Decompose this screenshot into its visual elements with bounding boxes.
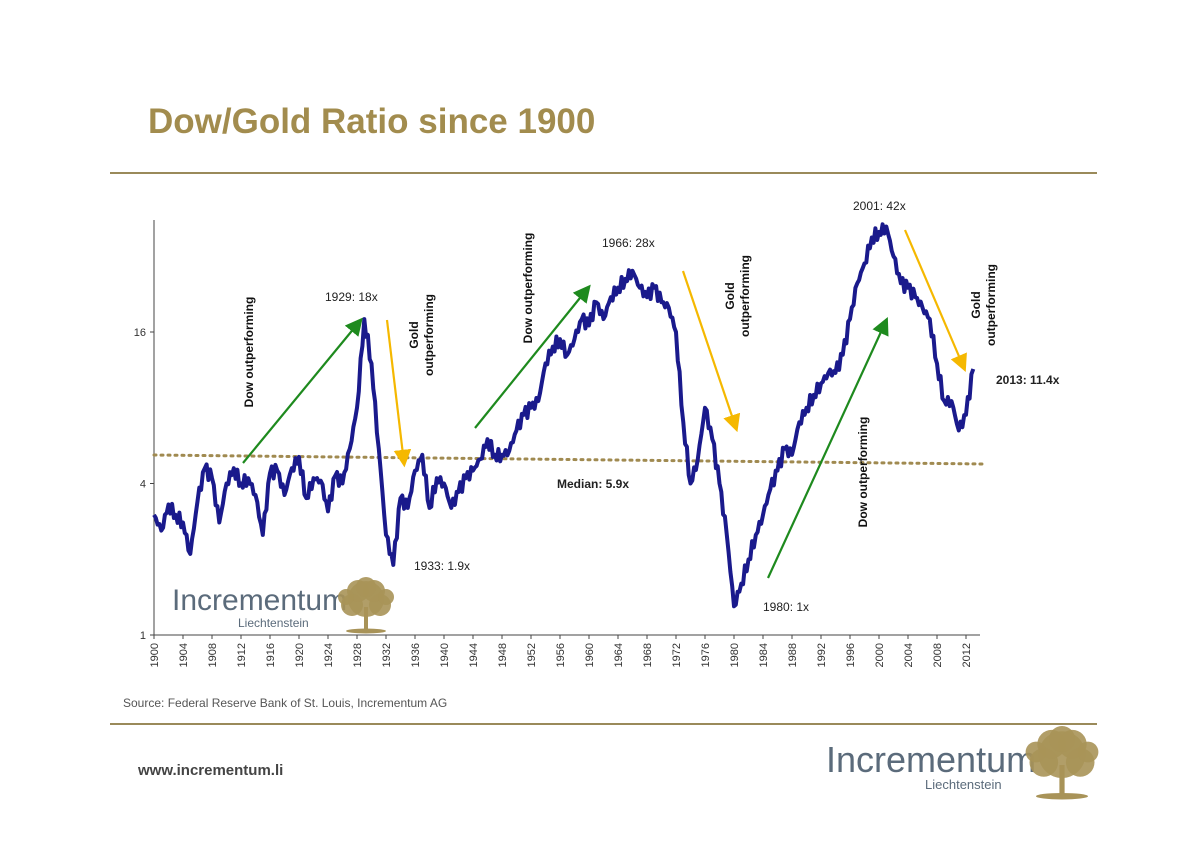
footer-logo-sub: Liechtenstein — [925, 777, 1002, 792]
chart-logo-sub: Liechtenstein — [238, 616, 309, 630]
footer-logo-name: Incrementum — [826, 739, 1036, 780]
x-tick-label: 1996 — [845, 643, 857, 667]
phase-label-gold-3b: outperforming — [984, 264, 998, 346]
bottom-divider — [110, 723, 1097, 725]
x-tick-label: 1904 — [178, 643, 190, 667]
phase-label-gold-1b: outperforming — [422, 294, 436, 376]
x-tick-label: 1908 — [207, 643, 219, 667]
x-tick-label: 1964 — [613, 643, 625, 667]
x-tick-label: 1968 — [642, 643, 654, 667]
annotation-1933: 1933: 1.9x — [414, 559, 470, 573]
phase-label-dow-1: Dow outperforming — [242, 297, 256, 408]
median-line — [152, 453, 987, 466]
y-tick-label: 1 — [140, 630, 146, 642]
footer-logo: Incrementum Liechtenstein — [826, 726, 1099, 800]
down-arrow-2 — [681, 270, 741, 433]
annotation-1966: 1966: 28x — [602, 236, 655, 250]
x-tick-label: 2008 — [932, 643, 944, 667]
y-tick-label: 4 — [140, 479, 146, 491]
x-tick-label: 1948 — [497, 643, 509, 667]
x-tick-label: 1932 — [381, 643, 393, 667]
phase-label-dow-2: Dow outperforming — [521, 233, 535, 344]
x-tick-label: 1988 — [787, 643, 799, 667]
x-tick-label: 1976 — [700, 643, 712, 667]
phase-label-gold-1a: Gold — [407, 321, 421, 348]
y-tick-label: 16 — [134, 327, 146, 339]
x-tick-label: 1916 — [265, 643, 277, 667]
x-tick-label: 1912 — [236, 643, 248, 667]
page-title: Dow/Gold Ratio since 1900 — [148, 102, 596, 141]
axes: 1 4 16 1900 1904 1908 1912 1916 1920 1924 1928 1932… — [134, 220, 980, 667]
phase-label-gold-2a: Gold — [723, 282, 737, 309]
x-tick-label: 1956 — [555, 643, 567, 667]
x-tick-label: 1920 — [294, 643, 306, 667]
x-tick-label: 1928 — [352, 643, 364, 667]
annotation-2013: 2013: 11.4x — [996, 373, 1060, 387]
chart-logo-name: Incrementum — [172, 584, 347, 617]
down-arrow-3 — [903, 229, 967, 373]
x-tick-label: 2012 — [961, 643, 973, 667]
x-tick-label: 1940 — [439, 643, 451, 667]
chart-watermark-logo: Incrementum Liechtenstein — [172, 577, 394, 634]
tree-icon — [1025, 726, 1099, 800]
median-label: Median: 5.9x — [557, 477, 629, 491]
down-arrow-1 — [385, 319, 412, 468]
phase-label-gold-3a: Gold — [969, 291, 983, 318]
phase-label-gold-2b: outperforming — [738, 255, 752, 337]
up-arrow-1 — [242, 317, 363, 464]
x-tick-label: 1980 — [729, 643, 741, 667]
source-note: Source: Federal Reserve Bank of St. Loui… — [123, 696, 448, 710]
annotation-1980: 1980: 1x — [763, 600, 809, 614]
trend-arrows — [242, 229, 967, 579]
up-arrow-2 — [474, 284, 591, 429]
annotation-1929: 1929: 18x — [325, 290, 378, 304]
x-tick-label: 1992 — [816, 643, 828, 667]
up-arrow-3 — [767, 317, 889, 579]
x-tick-label: 1944 — [468, 643, 480, 667]
annotation-2001: 2001: 42x — [853, 199, 906, 213]
x-tick-label: 2000 — [874, 643, 886, 667]
x-tick-label: 1960 — [584, 643, 596, 667]
series-line-dow-gold — [152, 222, 976, 609]
x-tick-label: 1972 — [671, 643, 683, 667]
x-tick-label: 1984 — [758, 643, 770, 667]
x-tick-label: 2004 — [903, 643, 915, 667]
x-tick-label: 1936 — [410, 643, 422, 667]
top-divider — [110, 172, 1097, 174]
x-tick-label: 1952 — [526, 643, 538, 667]
phase-label-dow-3: Dow outperforming — [856, 417, 870, 528]
website-link[interactable]: www.incrementum.li — [138, 762, 284, 779]
x-tick-label: 1924 — [323, 643, 335, 667]
x-tick-label: 1900 — [149, 643, 161, 667]
tree-icon — [338, 577, 394, 634]
